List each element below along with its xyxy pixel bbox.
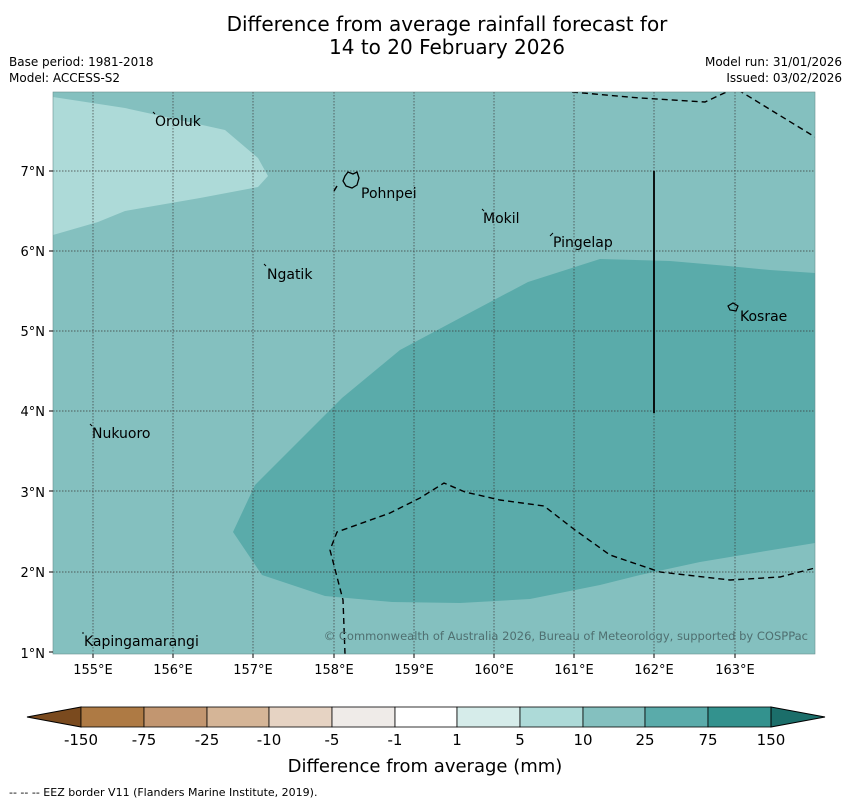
title-line-1: Difference from average rainfall forecas… [226,12,668,36]
colorbar-segment [456,706,521,728]
pohnpei-outline [342,171,360,189]
place-label-nukuoro: Nukuoro [92,426,150,442]
colorbar-segment [80,706,145,728]
colorbar-segment [582,706,646,728]
fill-region-25-75 [233,259,815,603]
colorbar-tick: -10 [257,731,282,749]
colorbar [26,706,826,728]
colorbar-tick: 5 [515,731,525,749]
map-title: Difference from average rainfall forecas… [0,13,850,59]
colorbar-tick: 75 [698,731,717,749]
colorbar-tick: -5 [325,731,340,749]
lon-label-163e: 163°E [715,663,755,678]
lon-label-156e: 156°E [153,663,193,678]
colorbar-tick: -75 [132,731,157,749]
colorbar-extension-high [770,706,826,728]
place-label-ngatik: Ngatik [267,267,313,283]
eez-border [329,92,815,654]
lon-label-158e: 158°E [314,663,354,678]
lon-label-155e: 155°E [73,663,113,678]
lat-label-4n: 4°N [21,405,46,420]
model-run: Model run: 31/01/2026 [704,55,842,69]
lon-label-159e: 159°E [394,663,434,678]
longitude-axis: 155°E 156°E 157°E 158°E 159°E 160°E 161°… [73,663,755,678]
map-area: Oroluk Pohnpei Mokil Pingelap Ngatik Kos… [53,92,815,654]
place-labels: Oroluk Pohnpei Mokil Pingelap Ngatik Kos… [84,114,787,650]
lon-label-160e: 160°E [474,663,514,678]
colorbar-extension-low [26,706,82,728]
colorbar-segment [519,706,584,728]
model-name: Model: ACCESS-S2 [9,71,121,85]
colorbar-segment [707,706,772,728]
place-label-pingelap: Pingelap [553,235,613,251]
issued-date: Issued: 03/02/2026 [726,71,842,85]
colorbar-segment [644,706,709,728]
meta-right: Model run: 31/01/2026 Issued: 03/02/2026 [705,54,842,86]
colorbar-tick: 10 [573,731,592,749]
place-label-kapingamarangi: Kapingamarangi [84,634,199,650]
lat-label-3n: 3°N [21,486,46,501]
longitude-ticks [92,654,736,658]
meta-left: Base period: 1981-2018 Model: ACCESS-S2 [9,54,154,86]
colorbar-label: Difference from average (mm) [288,756,563,777]
colorbar-ticks: -150 -75 -25 -10 -5 -1 1 5 10 25 75 150 [64,731,785,749]
lat-label-2n: 2°N [21,566,46,581]
lat-label-1n: 1°N [21,647,46,662]
title-line-2: 14 to 20 February 2026 [329,35,565,59]
lon-label-161e: 161°E [554,663,594,678]
base-period: Base period: 1981-2018 [9,55,154,69]
colorbar-tick: 1 [452,731,462,749]
place-label-pohnpei: Pohnpei [361,186,417,202]
lat-label-5n: 5°N [21,325,46,340]
copyright-notice: © Commonwealth of Australia 2026, Bureau… [324,629,808,643]
colorbar-tick: -1 [388,731,403,749]
colorbar-segment [206,706,270,728]
place-label-oroluk: Oroluk [155,114,202,130]
place-label-mokil: Mokil [483,211,520,227]
colorbar-segment [143,706,208,728]
colorbar-tick: 25 [635,731,654,749]
lat-label-7n: 7°N [21,165,46,180]
island-ticks [82,111,554,634]
colorbar-tick: -150 [64,731,98,749]
colorbar-segment [331,706,396,728]
colorbar-tick: 150 [757,731,786,749]
eez-footnote: -- -- -- EEZ border V11 (Flanders Marine… [9,786,318,799]
colorbar-segment [394,706,458,728]
fill-region-5-10 [53,97,268,235]
kosrae-outline [727,302,739,312]
latitude-ticks [49,170,53,653]
lat-label-6n: 6°N [21,245,46,260]
map-frame [52,91,816,655]
lon-label-157e: 157°E [233,663,273,678]
latitude-axis: 7°N 6°N 5°N 4°N 3°N 2°N 1°N [21,165,46,662]
colorbar-tick: -25 [195,731,220,749]
lon-label-162e: 162°E [634,663,674,678]
colorbar-segment [268,706,333,728]
place-label-kosrae: Kosrae [740,309,787,325]
